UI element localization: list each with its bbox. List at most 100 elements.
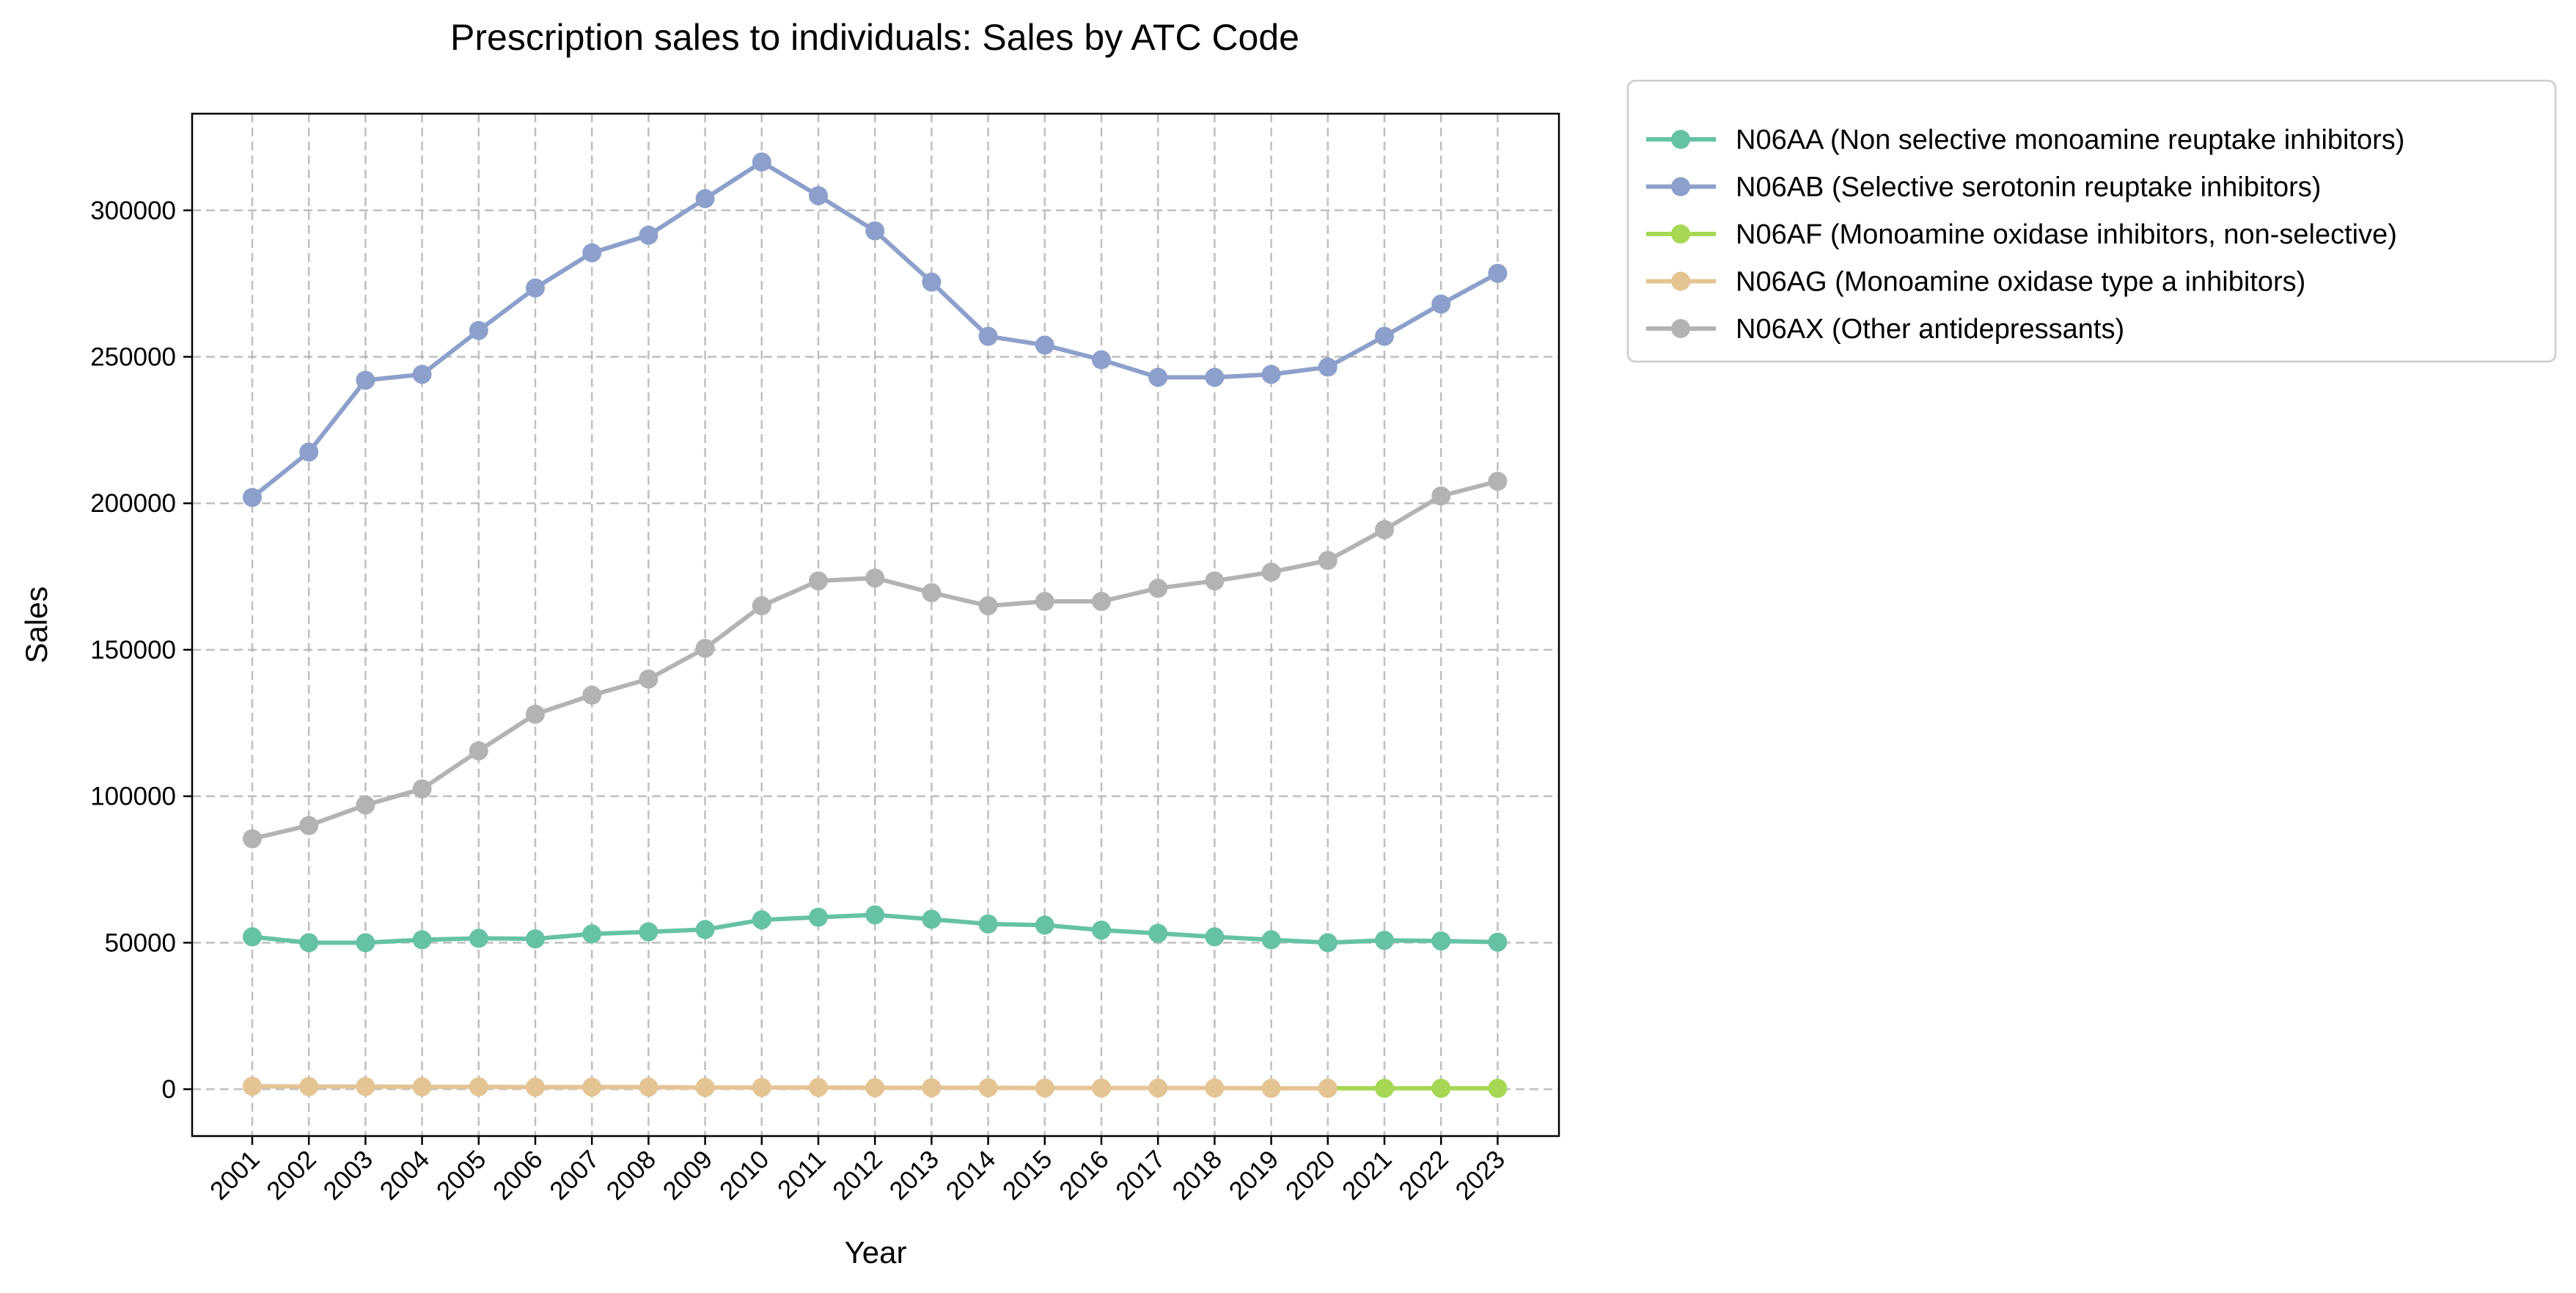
x-tick-label: 2008: [601, 1145, 661, 1206]
data-point: [469, 741, 488, 761]
data-point: [1431, 1078, 1451, 1098]
data-point: [1488, 472, 1508, 491]
data-point: [809, 1077, 828, 1097]
data-point: [1261, 930, 1281, 950]
data-point: [299, 1077, 319, 1096]
chart-title: Prescription sales to individuals: Sales…: [450, 17, 1299, 58]
data-point: [469, 1077, 488, 1096]
y-tick-label: 50000: [105, 928, 176, 957]
data-point: [1375, 1078, 1394, 1098]
legend-label: N06AA (Non selective monoamine reuptake …: [1736, 125, 2404, 155]
x-tick-label: 2012: [827, 1145, 888, 1206]
data-point: [1148, 367, 1168, 387]
data-point: [809, 186, 828, 205]
data-point: [1488, 263, 1508, 283]
data-point: [639, 669, 658, 689]
y-axis-label: Sales: [19, 586, 54, 663]
data-point: [1035, 915, 1054, 935]
data-point: [1431, 294, 1451, 314]
data-point: [695, 1077, 715, 1097]
legend-marker: [1671, 130, 1690, 149]
x-tick-label: 2006: [488, 1145, 548, 1206]
data-point: [1318, 933, 1337, 953]
legend-marker: [1671, 224, 1690, 243]
x-tick-label: 2013: [884, 1145, 944, 1206]
data-point: [1205, 927, 1225, 947]
data-point: [922, 1078, 942, 1098]
data-point: [752, 910, 771, 930]
x-tick-label: 2010: [714, 1145, 775, 1206]
data-point: [752, 596, 771, 616]
data-point: [1205, 571, 1225, 591]
x-tick-label: 2023: [1450, 1145, 1511, 1206]
legend-item: N06AB (Selective serotonin reuptake inhi…: [1646, 172, 2321, 203]
y-tick-label: 100000: [90, 783, 176, 811]
legend-box: [1626, 79, 2557, 363]
data-point: [243, 829, 262, 849]
data-point: [299, 816, 319, 835]
data-point: [809, 571, 828, 591]
x-tick-label: 2004: [375, 1145, 436, 1206]
data-point: [1092, 592, 1111, 612]
data-point: [412, 779, 432, 799]
x-tick-label: 2021: [1337, 1145, 1398, 1206]
data-point: [978, 914, 998, 934]
legend-marker: [1671, 319, 1690, 338]
data-point: [526, 929, 545, 949]
data-point: [639, 1077, 658, 1097]
data-point: [469, 320, 488, 340]
x-tick-label: 2003: [318, 1145, 378, 1206]
x-tick-label: 2019: [1224, 1145, 1285, 1206]
data-point: [526, 1077, 545, 1097]
data-point: [1035, 335, 1054, 355]
series-2: [243, 152, 1508, 508]
data-point: [1488, 932, 1508, 952]
data-point: [299, 442, 319, 462]
series-4: [243, 1077, 1337, 1098]
data-point: [526, 704, 545, 724]
x-tick-label: 2005: [431, 1145, 492, 1206]
data-point: [412, 930, 432, 950]
data-point: [243, 927, 262, 947]
x-tick-label: 2022: [1393, 1145, 1454, 1206]
x-tick-label: 2001: [205, 1145, 265, 1206]
data-point: [639, 922, 658, 942]
data-point: [695, 188, 715, 208]
legend-item: N06AX (Other antidepressants): [1646, 314, 2124, 345]
y-tick-label: 0: [162, 1075, 176, 1104]
data-point: [1092, 1078, 1111, 1098]
data-point: [1431, 486, 1451, 506]
data-point: [582, 685, 602, 705]
legend-label: N06AB (Selective serotonin reuptake inhi…: [1736, 172, 2321, 203]
data-point: [978, 1078, 998, 1098]
data-point: [978, 326, 998, 346]
x-axis-label: Year: [845, 1235, 907, 1270]
legend-item: N06AA (Non selective monoamine reuptake …: [1646, 125, 2404, 155]
y-tick-label: 250000: [90, 343, 176, 372]
data-point: [1092, 920, 1111, 940]
legend-marker: [1671, 271, 1690, 291]
y-tick-label: 300000: [90, 197, 176, 225]
data-point: [695, 638, 715, 658]
data-point: [639, 225, 658, 245]
data-point: [469, 928, 488, 948]
x-tick-label: 2018: [1167, 1145, 1228, 1206]
legend-label: N06AX (Other antidepressants): [1736, 314, 2124, 345]
x-tick-label: 2011: [772, 1145, 832, 1204]
data-point: [1318, 1078, 1337, 1098]
data-point: [243, 488, 262, 508]
data-point: [1148, 923, 1168, 943]
data-point: [865, 221, 885, 241]
series-layer: [243, 152, 1508, 1098]
x-tick-label: 2020: [1280, 1145, 1341, 1206]
x-tick-label: 2014: [941, 1145, 1002, 1206]
x-tick-label: 2017: [1110, 1145, 1171, 1206]
data-point: [356, 370, 375, 390]
data-point: [1092, 350, 1111, 370]
legend-label: N06AF (Monoamine oxidase inhibitors, non…: [1736, 219, 2397, 250]
data-point: [243, 1077, 262, 1096]
data-point: [1375, 520, 1394, 540]
series-5: [243, 472, 1508, 849]
x-tick-label: 2002: [261, 1145, 322, 1206]
